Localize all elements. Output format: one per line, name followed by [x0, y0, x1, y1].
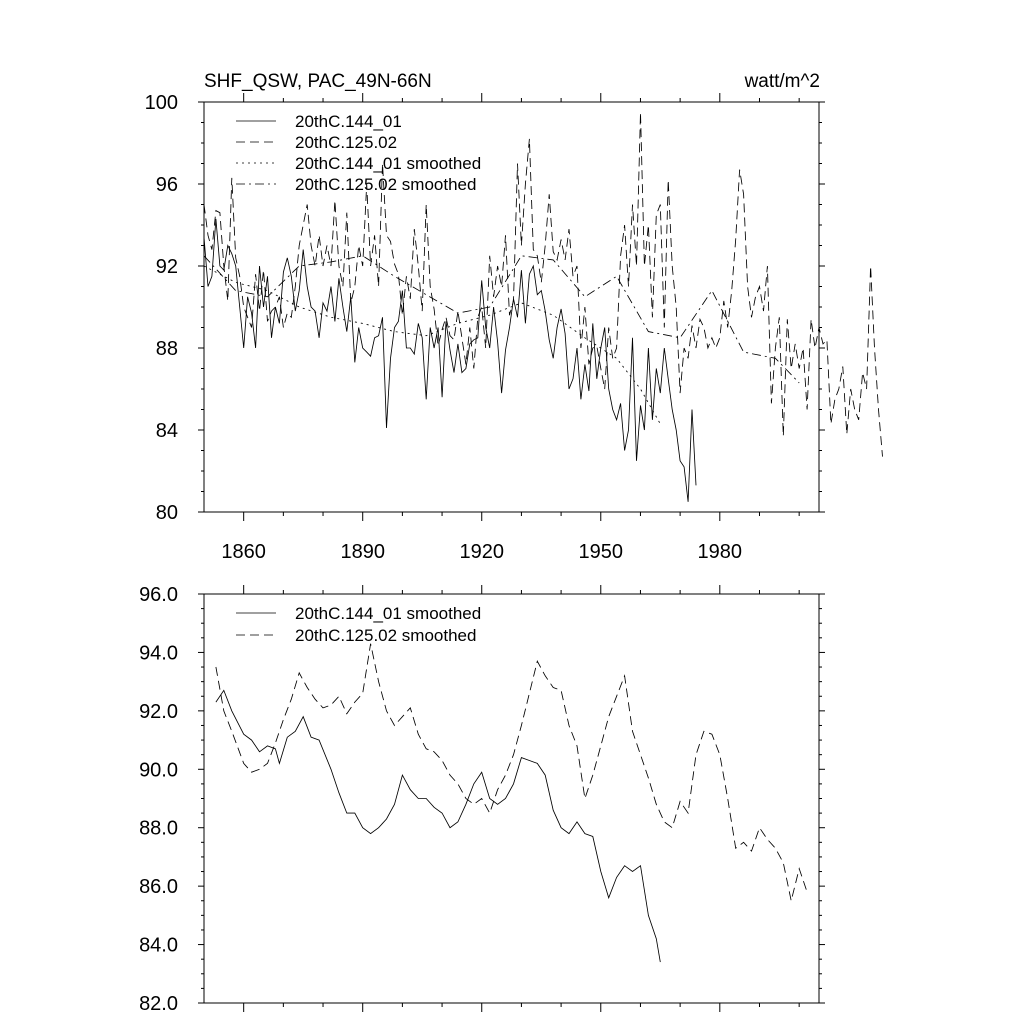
series-line-20thc-144-01 [203, 218, 697, 502]
y-tick-label: 80 [156, 502, 178, 524]
legend-label: 20thC.144_01 smoothed [295, 604, 481, 623]
x-tick-label: 1950 [579, 541, 624, 563]
y-tick-label: 90.0 [139, 759, 178, 781]
y-tick-label: 88.0 [139, 818, 178, 840]
y-tick-label: 94.0 [139, 642, 178, 664]
series-line-20thc-144-01-smoothed [215, 689, 661, 963]
legend-label: 20thC.125.02 smoothed [295, 626, 476, 645]
legend-label: 20thC.144_01 smoothed [295, 154, 481, 173]
y-tick-label: 92 [156, 256, 178, 278]
x-tick-label: 1920 [459, 541, 504, 563]
y-tick-label: 84 [156, 420, 178, 442]
y-tick-label: 96 [156, 174, 178, 196]
y-tick-label: 86.0 [139, 876, 178, 898]
y-tick-label: 84.0 [139, 935, 178, 957]
chart-title: SHF_QSW, PAC_49N-66N [204, 71, 432, 92]
units-label: watt/m^2 [744, 71, 820, 92]
plot-frame [203, 593, 820, 1004]
top-panel: SHF_QSW, PAC_49N-66N watt/m^2 80 84 88 92 96 10… [145, 71, 883, 563]
y-tick-label: 82.0 [139, 993, 178, 1015]
series-line-20thc-125-02 [203, 112, 883, 457]
y-tick-label: 100 [145, 92, 178, 114]
series-line-20thc-144-01-smoothed [203, 265, 661, 425]
legend-label: 20thC.125.02 smoothed [295, 175, 476, 194]
x-tick-label: 1980 [698, 541, 743, 563]
series-line-20thc-125-02-smoothed [215, 643, 808, 901]
x-tick-label: 1890 [340, 541, 385, 563]
y-tick-label: 96.0 [139, 584, 178, 606]
y-tick-label: 88 [156, 338, 178, 360]
y-tick-label: 92.0 [139, 701, 178, 723]
legend-label: 20thC.125.02 [295, 133, 397, 152]
series-line-20thc-125-02-smoothed [203, 255, 800, 384]
x-tick-label: 1860 [221, 541, 266, 563]
legend-label: 20thC.144_01 [295, 112, 402, 131]
bottom-panel: 82.0 84.0 86.0 88.0 90.0 92.0 94.0 96.0 20thC.14… [139, 584, 825, 1015]
